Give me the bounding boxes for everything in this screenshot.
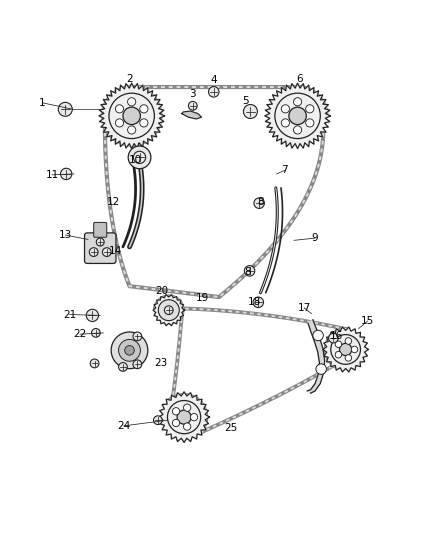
Text: 9: 9 [312,233,318,243]
Circle shape [306,105,314,113]
Circle shape [281,105,290,113]
Circle shape [177,410,191,424]
Circle shape [306,119,314,127]
Circle shape [253,297,264,308]
Polygon shape [182,111,201,119]
Circle shape [123,107,141,125]
Circle shape [119,362,127,372]
Text: 22: 22 [74,329,87,339]
Circle shape [339,343,352,356]
Circle shape [133,360,142,369]
Circle shape [328,333,338,343]
Text: 5: 5 [242,96,248,107]
Circle shape [313,330,323,341]
Circle shape [90,359,99,368]
Circle shape [173,419,180,426]
Text: 8: 8 [244,266,251,277]
Circle shape [331,335,360,364]
Text: 1: 1 [39,98,46,108]
Text: 18: 18 [248,297,261,308]
Circle shape [92,328,100,337]
Text: 8: 8 [257,197,264,207]
Text: 17: 17 [297,303,311,313]
Text: 15: 15 [361,316,374,326]
Circle shape [140,119,148,127]
Text: 20: 20 [155,286,168,295]
Circle shape [335,351,342,358]
Circle shape [335,341,342,348]
FancyBboxPatch shape [85,233,116,263]
Text: 2: 2 [126,74,133,84]
Circle shape [345,354,352,361]
Text: 25: 25 [225,423,238,433]
Polygon shape [159,392,209,442]
Circle shape [351,346,358,353]
Circle shape [125,345,134,355]
Circle shape [293,126,302,134]
Circle shape [140,105,148,113]
Circle shape [254,198,265,208]
Circle shape [115,105,124,113]
Polygon shape [323,327,368,372]
Text: 7: 7 [281,165,288,175]
Text: 11: 11 [46,170,59,180]
Circle shape [96,238,104,246]
Text: 4: 4 [210,75,217,85]
Circle shape [316,364,326,374]
Text: 16: 16 [329,332,343,341]
Text: 24: 24 [117,421,131,431]
Circle shape [133,332,142,341]
Circle shape [191,414,198,421]
Circle shape [119,340,141,361]
Polygon shape [153,295,184,326]
Circle shape [345,338,352,344]
Text: 13: 13 [59,230,72,240]
Circle shape [289,107,306,125]
Circle shape [153,416,162,425]
Text: 19: 19 [196,293,209,303]
Circle shape [89,248,98,256]
Circle shape [60,168,72,180]
Circle shape [188,101,197,110]
Circle shape [164,306,173,314]
Circle shape [281,119,290,127]
Text: 23: 23 [155,358,168,368]
Circle shape [127,98,136,106]
Polygon shape [99,83,164,149]
Circle shape [111,332,148,369]
Polygon shape [307,320,325,393]
Text: 21: 21 [63,310,76,319]
Text: 6: 6 [297,74,303,84]
Circle shape [293,98,302,106]
Circle shape [184,423,191,430]
Circle shape [173,408,180,415]
Circle shape [115,119,124,127]
Text: 14: 14 [109,246,122,256]
Circle shape [102,248,111,256]
Circle shape [158,300,179,321]
Circle shape [208,87,219,97]
Circle shape [58,102,72,116]
Circle shape [275,93,320,139]
Text: 3: 3 [190,89,196,99]
Text: 12: 12 [107,197,120,207]
Circle shape [167,400,201,434]
Circle shape [244,265,255,276]
Circle shape [127,126,136,134]
Circle shape [86,309,99,321]
Circle shape [109,93,154,139]
Circle shape [134,151,146,164]
Circle shape [128,146,151,169]
Circle shape [244,104,258,118]
FancyBboxPatch shape [94,222,107,237]
Circle shape [184,404,191,411]
Polygon shape [265,83,330,149]
Text: 10: 10 [129,155,142,165]
